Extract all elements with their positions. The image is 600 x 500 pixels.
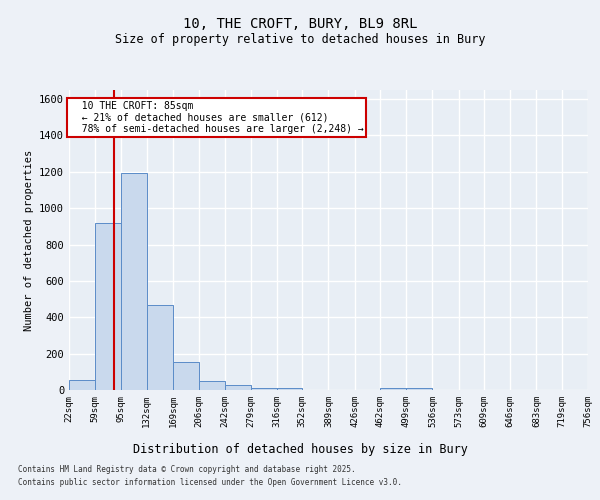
Bar xyxy=(406,388,433,390)
Bar xyxy=(121,172,147,390)
Bar xyxy=(95,222,121,390)
Text: Distribution of detached houses by size in Bury: Distribution of detached houses by size … xyxy=(133,442,467,456)
Y-axis label: Number of detached properties: Number of detached properties xyxy=(23,150,34,330)
Bar xyxy=(277,388,302,390)
Bar xyxy=(380,388,406,390)
Bar xyxy=(147,306,173,390)
Text: Size of property relative to detached houses in Bury: Size of property relative to detached ho… xyxy=(115,32,485,46)
Bar xyxy=(224,386,251,390)
Text: Contains public sector information licensed under the Open Government Licence v3: Contains public sector information licen… xyxy=(18,478,402,487)
Bar xyxy=(251,388,277,390)
Bar xyxy=(173,362,199,390)
Text: Contains HM Land Registry data © Crown copyright and database right 2025.: Contains HM Land Registry data © Crown c… xyxy=(18,466,356,474)
Text: 10 THE CROFT: 85sqm
  ← 21% of detached houses are smaller (612)
  78% of semi-d: 10 THE CROFT: 85sqm ← 21% of detached ho… xyxy=(70,101,364,134)
Text: 10, THE CROFT, BURY, BL9 8RL: 10, THE CROFT, BURY, BL9 8RL xyxy=(183,18,417,32)
Bar xyxy=(69,380,95,390)
Bar xyxy=(199,381,224,390)
